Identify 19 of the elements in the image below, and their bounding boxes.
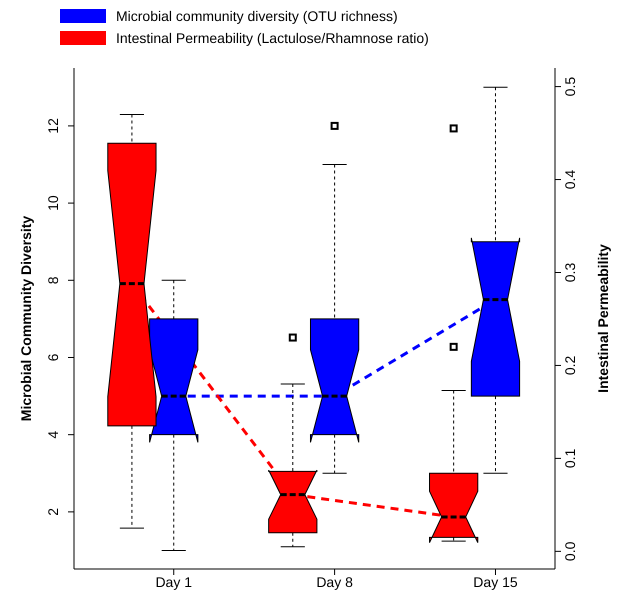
- y-tick-label: 12: [45, 118, 61, 134]
- y2-tick-label: 0.2: [562, 356, 578, 376]
- y2-tick-label: 0.0: [562, 541, 578, 562]
- y-tick-label: 10: [45, 195, 61, 211]
- x-tick-label: Day 15: [473, 574, 518, 590]
- y2-tick-label: 0.1: [562, 448, 578, 468]
- y2-tick-label: 0.4: [562, 170, 578, 190]
- y-tick-label: 2: [45, 508, 61, 516]
- y-tick-label: 6: [45, 353, 61, 362]
- y2-tick-label: 0.5: [562, 76, 578, 96]
- y2-axis-title: Intestinal Permeability: [594, 244, 611, 393]
- x-tick-label: Day 1: [155, 574, 192, 590]
- y-tick-label: 4: [45, 430, 61, 439]
- y-axis-title: Microbial Community Diversity: [18, 216, 34, 422]
- legend-label: Intestinal Permeability (Lactulose/Rhamnose ratio): [116, 30, 429, 46]
- y2-tick-label: 0.3: [562, 262, 578, 282]
- legend-label: Microbial community diversity (OTU richness): [116, 8, 398, 24]
- x-tick-label: Day 8: [316, 574, 354, 590]
- y-tick-label: 8: [45, 276, 61, 284]
